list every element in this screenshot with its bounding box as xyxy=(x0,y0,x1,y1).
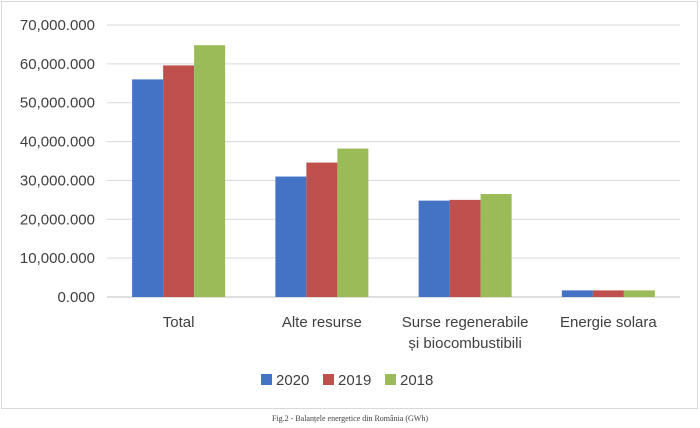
legend-label: 2019 xyxy=(338,372,371,389)
x-tick-label: Surse regenerabile xyxy=(402,314,529,331)
bar-2020 xyxy=(275,176,307,297)
bar-2020 xyxy=(418,200,450,297)
y-tick-label: 0.000 xyxy=(57,289,95,306)
x-tick-label: Alte resurse xyxy=(282,314,362,331)
bar-chart: 0.000 10,000.000 20,000.000 30,000.000 40,00… xyxy=(20,17,680,389)
bar-2018 xyxy=(194,45,226,297)
bar-2019 xyxy=(449,199,481,297)
legend-swatch-2020 xyxy=(261,374,272,385)
legend-label: 2020 xyxy=(276,372,309,389)
y-tick-label: 40,000.000 xyxy=(20,134,95,151)
y-tick-label: 50,000.000 xyxy=(20,95,95,112)
bar-2019 xyxy=(163,65,195,297)
bar-2018 xyxy=(337,148,369,297)
figure-caption: Fig.2 - Balanțele energetice din România… xyxy=(271,414,429,423)
y-tick-label: 70,000.000 xyxy=(20,17,95,34)
legend-swatch-2019 xyxy=(323,374,334,385)
bar-2020 xyxy=(132,79,164,298)
bar-2019 xyxy=(306,162,338,297)
y-tick-label: 60,000.000 xyxy=(20,56,95,73)
bar-2018 xyxy=(480,194,512,297)
y-tick-label: 30,000.000 xyxy=(20,172,95,189)
x-tick-label: și biocombustibili xyxy=(408,335,521,352)
bar-2020 xyxy=(561,290,593,297)
legend-swatch-2018 xyxy=(385,374,396,385)
y-tick-label: 10,000.000 xyxy=(20,250,95,267)
y-tick-label: 20,000.000 xyxy=(20,211,95,228)
x-tick-label: Energie solara xyxy=(560,314,657,331)
bar-2018 xyxy=(623,290,655,297)
legend-label: 2018 xyxy=(400,372,433,389)
x-tick-label: Total xyxy=(163,314,195,331)
bar-2019 xyxy=(592,290,624,297)
